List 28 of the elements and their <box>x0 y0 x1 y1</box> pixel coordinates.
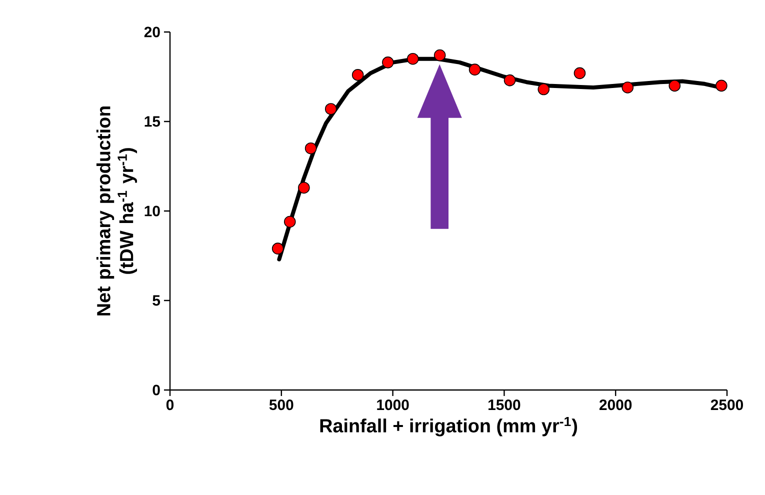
point <box>298 182 310 194</box>
x-tick-label: 1500 <box>488 400 520 410</box>
point <box>538 83 550 96</box>
point <box>668 80 681 92</box>
y-tick-label: 10 <box>144 206 160 216</box>
x-tick-label: 2500 <box>710 400 743 410</box>
point <box>382 56 394 68</box>
point <box>284 216 296 228</box>
point <box>352 69 364 81</box>
x-axis-title: Rainfall + irrigation (mm yr$^{-1}$) <box>320 416 578 436</box>
y-tick-label: 0 <box>152 384 160 396</box>
x-tick-label: 2000 <box>600 400 632 410</box>
point <box>716 80 728 92</box>
y-tick-label: 20 <box>144 26 160 38</box>
point <box>304 142 317 154</box>
point <box>622 82 634 94</box>
y-tick-label: 5 <box>152 295 160 306</box>
x-tick-label: 1000 <box>377 400 409 410</box>
point <box>504 74 516 86</box>
point <box>406 52 419 65</box>
point <box>434 49 446 62</box>
point <box>468 64 481 76</box>
x-tick-label: 500 <box>269 400 294 410</box>
y-tick-label: 15 <box>144 116 160 127</box>
x-tick-label: 0 <box>166 400 174 410</box>
point <box>324 103 337 115</box>
point <box>272 242 284 254</box>
point <box>574 67 586 80</box>
